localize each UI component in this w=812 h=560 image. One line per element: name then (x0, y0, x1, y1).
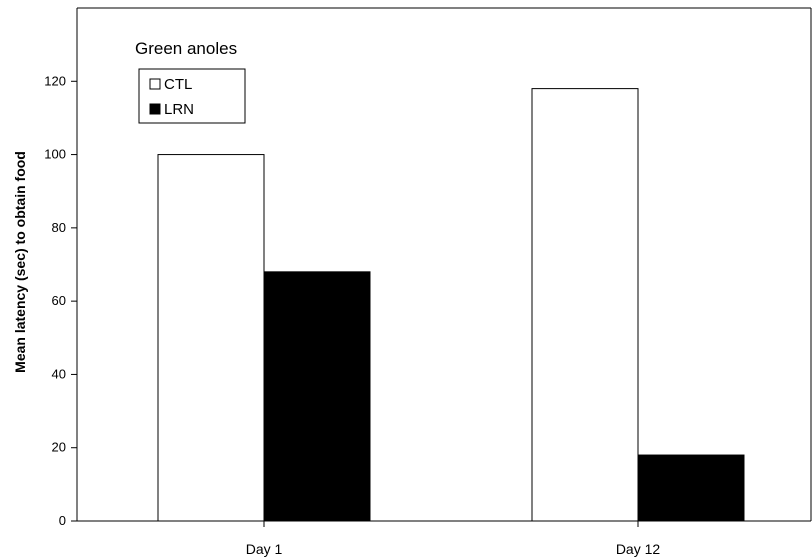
bar-lrn-day-12 (637, 454, 745, 522)
legend-swatch-ctl (149, 78, 161, 90)
y-tick-label: 40 (52, 366, 66, 381)
bar-ctl-day-12 (531, 88, 639, 522)
bars (157, 88, 745, 522)
bar-lrn-day-1 (263, 271, 371, 522)
labels: 0 20 40 60 80 100 120 Day 1 Day 12 (44, 73, 660, 557)
y-axis-title: Mean latency (sec) to obtain food (12, 151, 28, 373)
legend-swatch-lrn (149, 103, 161, 115)
x-category-label: Day 1 (246, 541, 283, 557)
y-tick-label: 0 (59, 513, 66, 528)
y-tick-label: 80 (52, 220, 66, 235)
y-tick-label: 20 (52, 440, 66, 455)
legend-label-lrn: LRN (164, 101, 194, 118)
chart-annotation: Green anoles (135, 39, 237, 58)
x-category-label: Day 12 (616, 541, 661, 557)
bar-ctl-day-1 (157, 154, 265, 522)
y-tick-label: 100 (44, 147, 66, 162)
legend-label-ctl: CTL (164, 76, 192, 93)
y-tick-label: 120 (44, 73, 66, 88)
y-tick-label: 60 (52, 293, 66, 308)
legend: CTL LRN (138, 68, 246, 124)
